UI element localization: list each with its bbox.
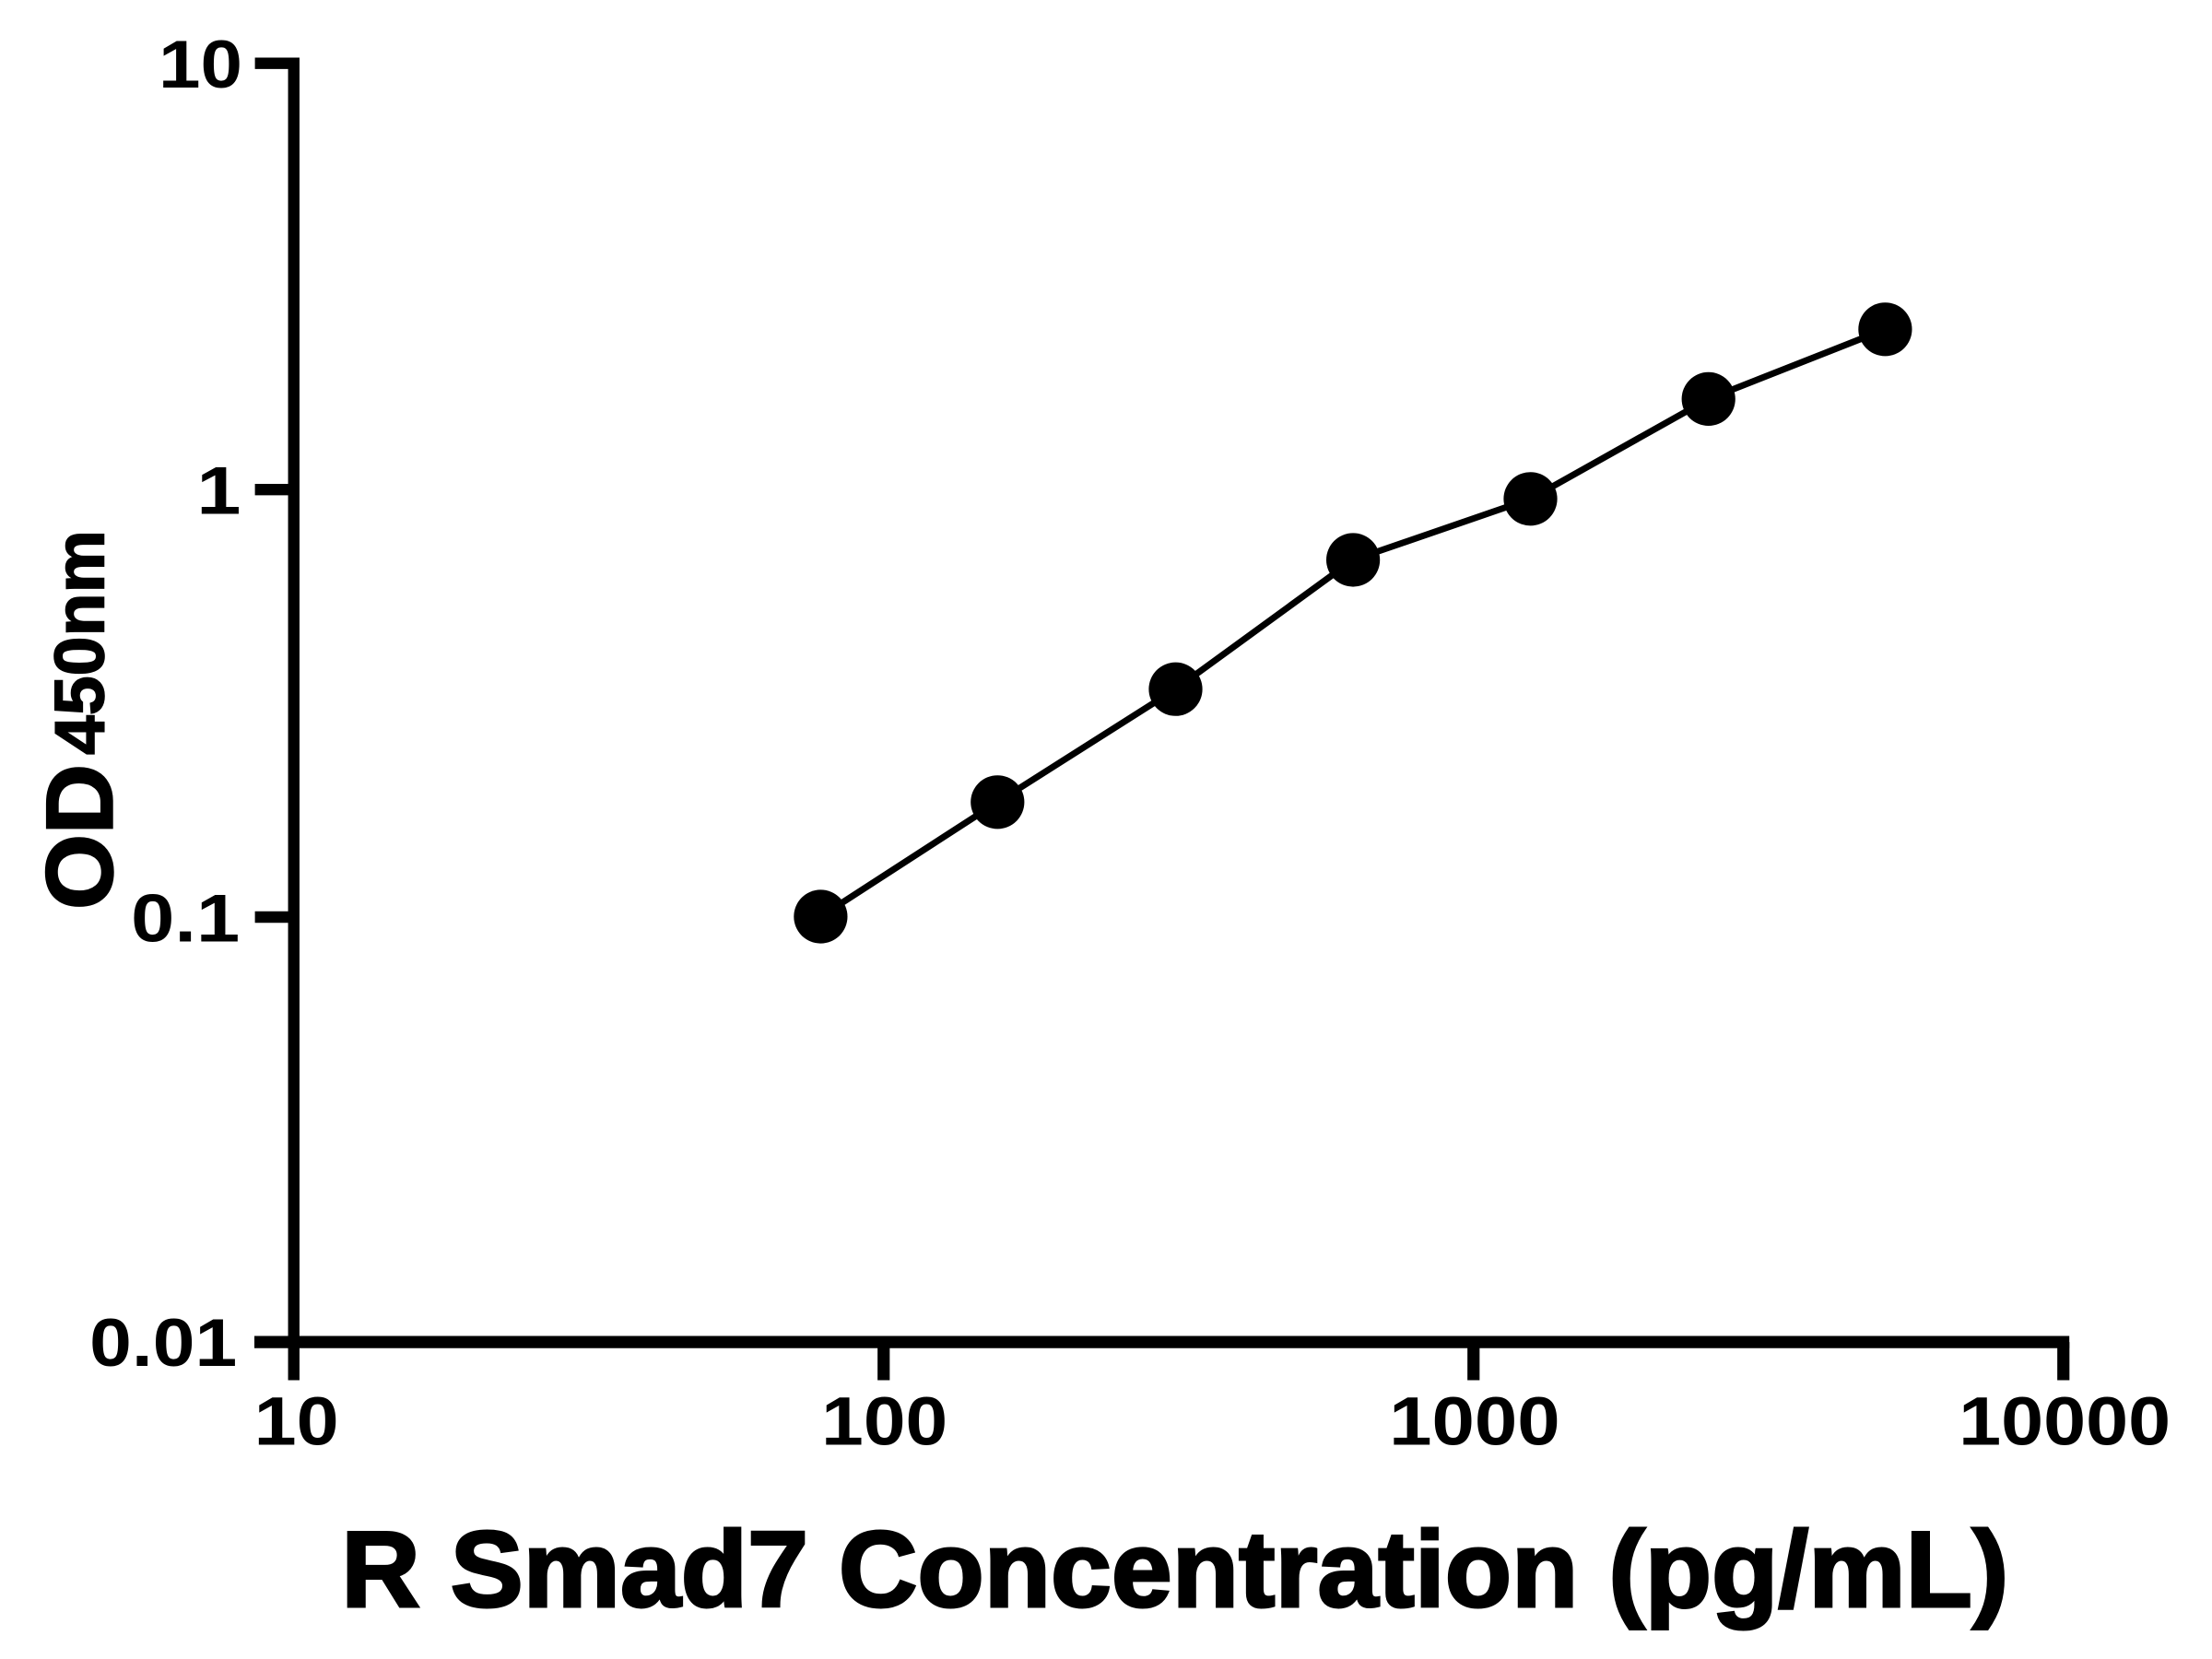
- svg-text:10: 10: [159, 28, 242, 102]
- svg-text:R Smad7 Concentration (pg/mL): R Smad7 Concentration (pg/mL): [341, 1509, 2008, 1630]
- svg-text:450nm: 450nm: [41, 530, 120, 755]
- svg-text:1: 1: [196, 453, 241, 528]
- svg-text:10: 10: [254, 1383, 339, 1460]
- svg-text:0.01: 0.01: [89, 1306, 237, 1381]
- svg-text:1000: 1000: [1389, 1383, 1560, 1460]
- svg-text:OD: OD: [27, 764, 132, 910]
- svg-text:0.1: 0.1: [131, 882, 240, 957]
- svg-text:100: 100: [821, 1383, 947, 1460]
- svg-text:10000: 10000: [1959, 1383, 2171, 1460]
